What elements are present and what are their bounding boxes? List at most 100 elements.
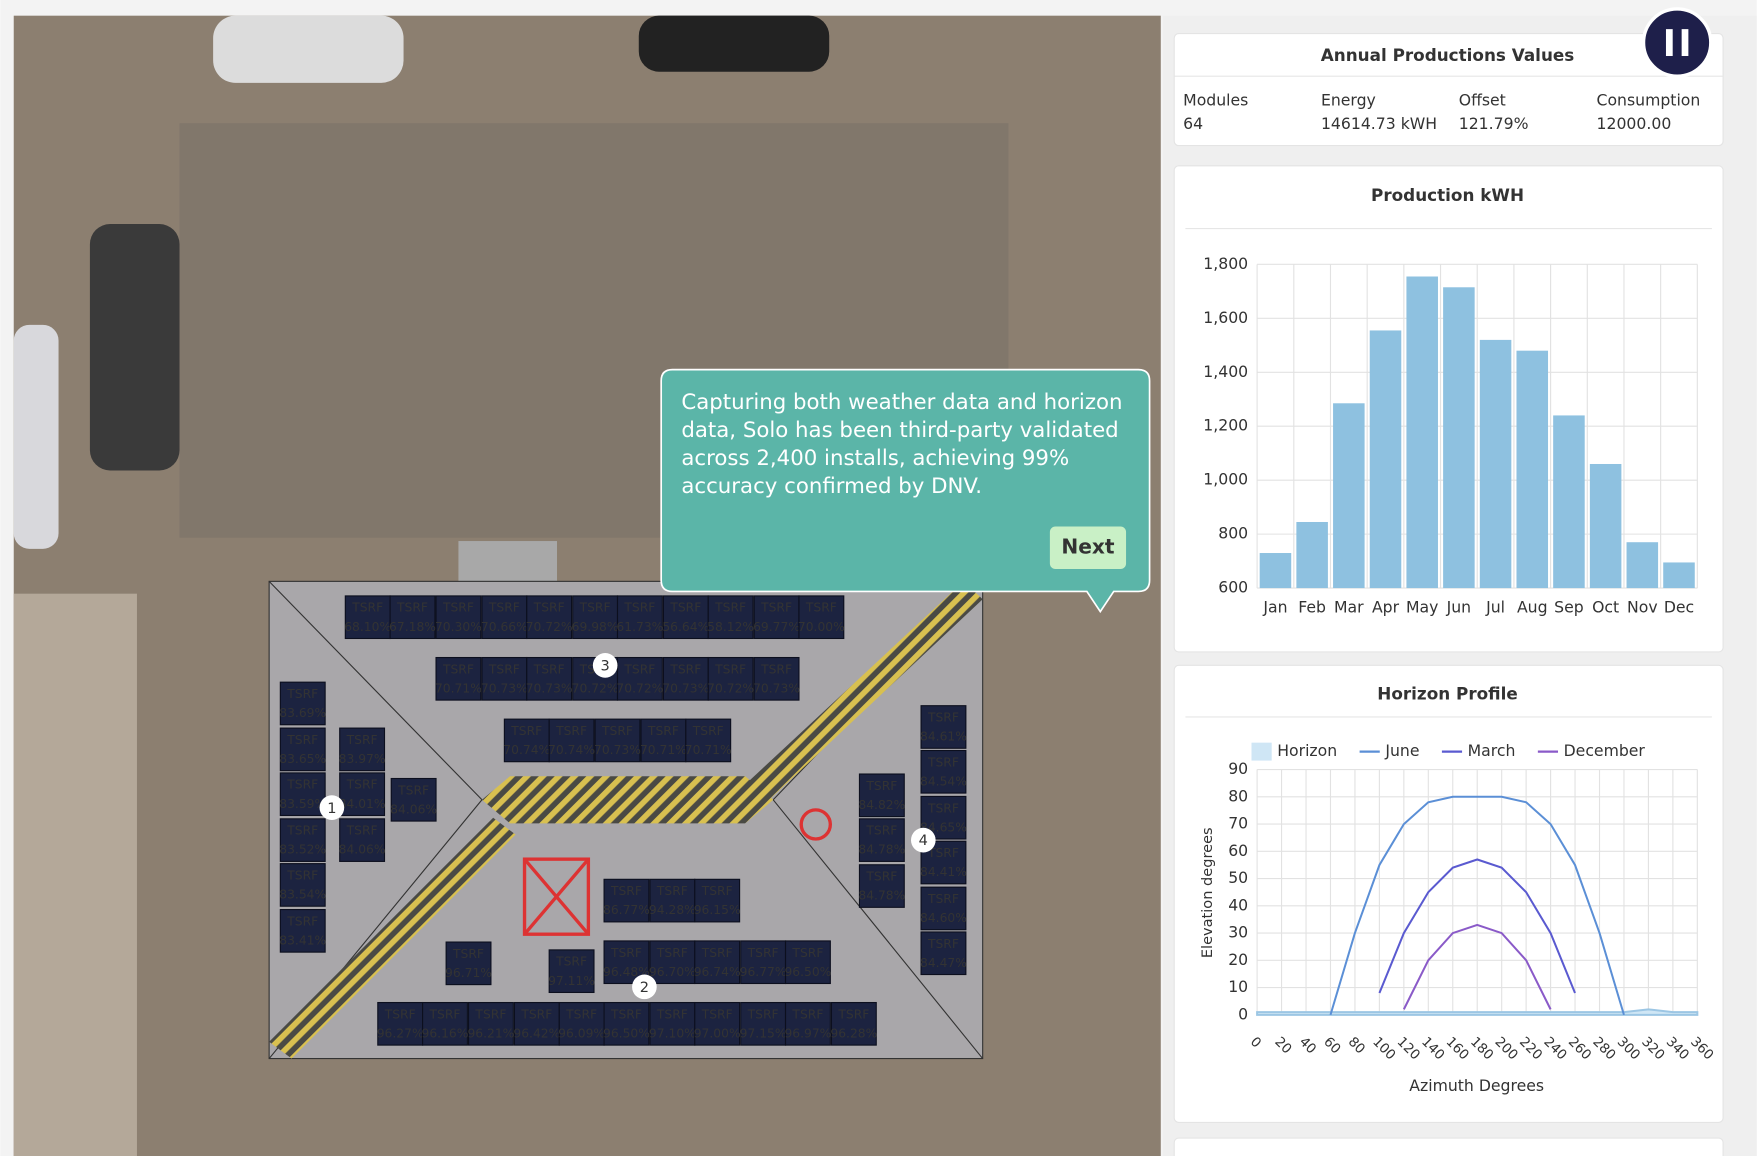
- line: [1378, 858, 1576, 994]
- panel-value: 84.01%: [339, 797, 386, 811]
- bar: [1663, 562, 1695, 589]
- y-tick-label: 600: [1218, 578, 1248, 597]
- y-tick-label: 10: [1228, 977, 1248, 996]
- panel-label: TSRF: [533, 601, 565, 615]
- panel-label: TSRF: [520, 1007, 552, 1021]
- bar: [1296, 521, 1328, 589]
- panel: [662, 595, 709, 640]
- panel-value: 83.69%: [279, 706, 326, 720]
- panel-value: 70.71%: [640, 743, 687, 757]
- summary-title: Annual Productions Values: [1321, 45, 1575, 65]
- panel-label: TSRF: [452, 947, 484, 961]
- car: [13, 324, 59, 549]
- panel-label: TSRF: [533, 662, 565, 676]
- panel: [858, 818, 905, 862]
- panel-label: TSRF: [286, 778, 318, 792]
- panel: [548, 718, 595, 763]
- panel: [694, 878, 741, 923]
- chart-title: Production kWH: [1371, 185, 1524, 205]
- car: [213, 15, 404, 83]
- panel-label: TSRF: [865, 870, 897, 884]
- next-button[interactable]: [1049, 526, 1127, 570]
- panel-value: 84.61%: [920, 730, 967, 744]
- field-value: 12000.00: [1597, 114, 1672, 133]
- panel-label: TSRF: [701, 884, 733, 898]
- x-tick-label: Jun: [1446, 598, 1471, 617]
- x-tick-label: Aug: [1517, 598, 1548, 617]
- panel-label: TSRF: [669, 662, 701, 676]
- panel: [858, 773, 905, 818]
- panel-label: TSRF: [656, 946, 688, 960]
- panel: [594, 718, 641, 763]
- production-chart: Production kWH 600 800 1,000 1,200 1,400 1,600…: [1203, 185, 1698, 617]
- legend-label: Horizon: [1277, 741, 1337, 760]
- pause-icon: [1681, 29, 1689, 57]
- panel-value: 70.66%: [481, 620, 528, 634]
- panel-value: 84.41%: [920, 865, 967, 879]
- panel: [694, 1001, 741, 1046]
- panel-value: 56.64%: [662, 620, 709, 634]
- y-tick-label: 90: [1228, 759, 1248, 778]
- panel-label: TSRF: [396, 601, 428, 615]
- panel-value: 97.00%: [694, 1026, 741, 1040]
- x-tick-label: Sep: [1554, 598, 1584, 617]
- ridge: [481, 776, 774, 824]
- bar: [1516, 350, 1549, 589]
- y-tick-label: 800: [1218, 524, 1248, 543]
- panel-value: 70.74%: [503, 743, 550, 757]
- panel: [694, 940, 741, 985]
- panel-label: TSRF: [601, 724, 633, 738]
- y-tick-label: 70: [1228, 814, 1248, 833]
- summary-fields: Modules 64 Energy 14614.73 kWH Offset 121.79%…: [1183, 90, 1700, 133]
- panel-value: 96.21%: [467, 1026, 514, 1040]
- panel-value: 70.72%: [707, 681, 754, 695]
- panel-value: 70.72%: [616, 681, 663, 695]
- line: [1402, 923, 1552, 1010]
- y-tick-label: 0: [1238, 1004, 1248, 1023]
- panel-value: 84.47%: [920, 956, 967, 970]
- panel-label: TSRF: [555, 955, 587, 969]
- pause-button[interactable]: [1641, 7, 1713, 78]
- panel: [390, 777, 437, 822]
- panel-label: TSRF: [610, 1007, 642, 1021]
- bar: [1333, 403, 1365, 589]
- panel: [920, 705, 967, 749]
- field-label: Energy: [1321, 90, 1376, 109]
- x-tick-label: Feb: [1298, 598, 1326, 617]
- bar: [1369, 330, 1402, 589]
- panel-label: TSRF: [346, 733, 378, 747]
- panel-value: 84.82%: [858, 798, 905, 812]
- panel: [920, 886, 967, 931]
- y-axis-title: Elevation degrees: [1199, 827, 1216, 958]
- panel-value: 84.65%: [920, 820, 967, 834]
- panel: [603, 1001, 650, 1046]
- marker: [592, 653, 618, 678]
- panel-label: TSRF: [747, 1007, 779, 1021]
- panel: [616, 595, 663, 640]
- panel-label: TSRF: [791, 946, 823, 960]
- panel-label: TSRF: [701, 1007, 733, 1021]
- panel: [685, 718, 732, 763]
- panel-value: 83.65%: [279, 752, 326, 766]
- field-value: 64: [1183, 114, 1203, 133]
- obstruction: [522, 857, 591, 936]
- panel-label: TSRF: [442, 601, 474, 615]
- field-value: 121.79%: [1459, 114, 1529, 133]
- y-tick-label: 40: [1228, 895, 1248, 914]
- panel: [435, 656, 482, 701]
- panel: [279, 681, 326, 726]
- field-value: 14614.73 kWH: [1321, 114, 1437, 133]
- next-button-label: Next: [1061, 534, 1115, 558]
- panel: [784, 1001, 831, 1046]
- panel: [339, 727, 386, 772]
- marker-label: 3: [601, 657, 610, 674]
- panel-value: 86.77%: [603, 903, 650, 917]
- panel-label: TSRF: [647, 724, 679, 738]
- panel: [503, 718, 550, 763]
- panel-label: TSRF: [286, 914, 318, 928]
- y-tick-label: 1,600: [1203, 308, 1248, 327]
- panel-value: 58.12%: [707, 620, 754, 634]
- panel-label: TSRF: [555, 724, 587, 738]
- panel: [830, 1001, 877, 1046]
- legend-swatch: [1251, 742, 1272, 761]
